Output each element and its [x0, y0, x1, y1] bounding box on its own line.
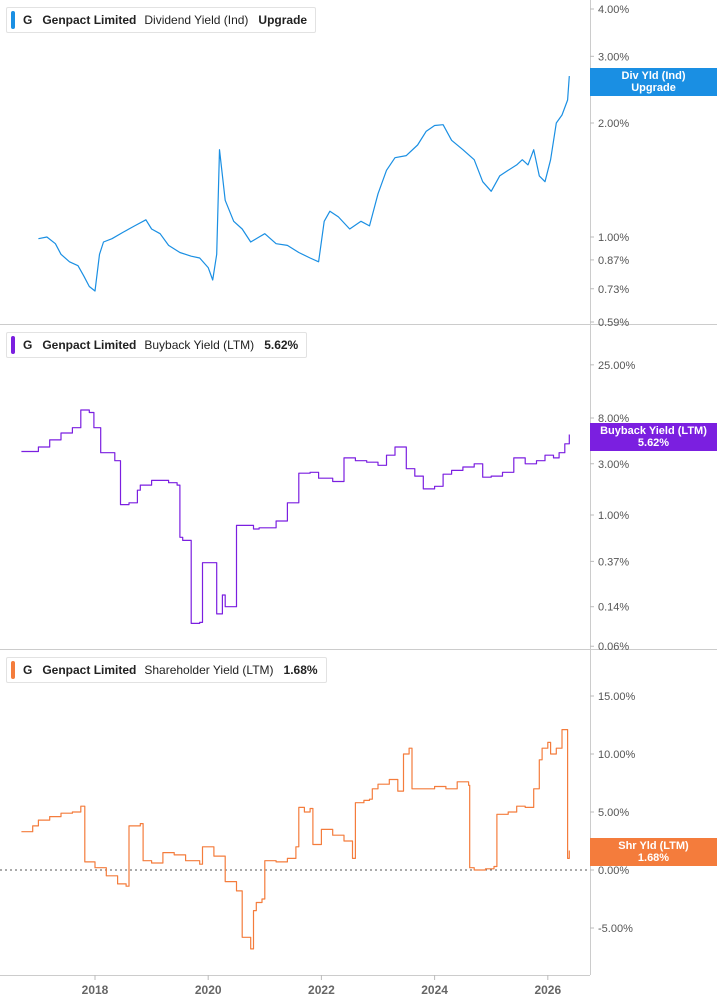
panel-dividers [0, 324, 717, 976]
legend-company: Genpact Limited [42, 663, 137, 677]
flag-buyback-yield: Buyback Yield (LTM) 5.62% [590, 423, 717, 451]
legend-ticker: G [23, 13, 33, 27]
x-tick-label: 2026 [534, 983, 561, 997]
y-tick-label: 8.00% [598, 413, 629, 425]
legend-value[interactable]: Upgrade [258, 13, 308, 27]
series-line-dividend-yield [38, 76, 570, 292]
series-line-shareholder-yield [21, 729, 570, 950]
flag-shareholder-yield: Shr Yld (LTM) 1.68% [590, 838, 717, 866]
legend-metric: Dividend Yield (Ind) [144, 13, 249, 27]
y-tick-label: 0.59% [598, 317, 629, 329]
x-axis: 2018 2020 2022 2024 2026 [82, 975, 561, 997]
y-tick-label: 25.00% [598, 360, 636, 372]
y-tick-label: 0.87% [598, 255, 629, 267]
legend-value: 5.62% [264, 338, 299, 352]
y-tick-label: 0.73% [598, 284, 629, 296]
legend-shareholder-yield[interactable]: G Genpact Limited Shareholder Yield (LTM… [6, 657, 327, 683]
series-line-buyback-yield [21, 409, 570, 624]
y-tick-label: 3.00% [598, 51, 629, 63]
y-tick-label: 5.00% [598, 807, 629, 819]
y-tick-label: 4.00% [598, 4, 629, 16]
y-tick-label: -5.00% [598, 923, 633, 935]
series-lines [21, 76, 570, 950]
legend-company: Genpact Limited [42, 338, 137, 352]
series-color-swatch [11, 336, 15, 354]
x-tick-label: 2018 [82, 983, 109, 997]
y-tick-label: 1.00% [598, 232, 629, 244]
legend-ticker: G [23, 663, 33, 677]
x-tick-label: 2024 [421, 983, 448, 997]
y-tick-label: 0.06% [598, 641, 629, 653]
x-tick-label: 2020 [195, 983, 222, 997]
y-tick-label: 15.00% [598, 691, 636, 703]
y-axes: 4.00% 3.00% 2.00% 1.00% 0.87% 0.73% 0.59% 25.00… [590, 0, 636, 975]
flag-dividend-yield: Div Yld (Ind) Upgrade [590, 68, 717, 96]
y-tick-label: 0.14% [598, 602, 629, 614]
legend-buyback-yield[interactable]: G Genpact Limited Buyback Yield (LTM) 5.… [6, 332, 308, 358]
y-tick-label: 3.00% [598, 459, 629, 471]
flag-value: Upgrade [631, 82, 676, 94]
flag-value: 5.62% [637, 437, 670, 449]
y-tick-label: 2.00% [598, 118, 629, 130]
x-tick-label: 2022 [308, 983, 335, 997]
legend-value: 1.68% [283, 663, 318, 677]
legend-ticker: G [23, 338, 33, 352]
flag-label: Div Yld (Ind) [621, 70, 686, 82]
legend-company: Genpact Limited [42, 13, 137, 27]
flag-value: 1.68% [637, 852, 670, 864]
flag-label: Shr Yld (LTM) [618, 840, 689, 852]
legend-metric: Shareholder Yield (LTM) [144, 663, 274, 677]
y-tick-label: 0.37% [598, 556, 629, 568]
series-color-swatch [11, 11, 15, 29]
y-tick-label: 10.00% [598, 749, 636, 761]
flag-label: Buyback Yield (LTM) [600, 425, 707, 437]
y-tick-label: 1.00% [598, 510, 629, 522]
y-tick-label: 0.00% [598, 865, 629, 877]
legend-metric: Buyback Yield (LTM) [144, 338, 255, 352]
legend-dividend-yield[interactable]: G Genpact Limited Dividend Yield (Ind) U… [6, 7, 317, 33]
series-color-swatch [11, 661, 15, 679]
